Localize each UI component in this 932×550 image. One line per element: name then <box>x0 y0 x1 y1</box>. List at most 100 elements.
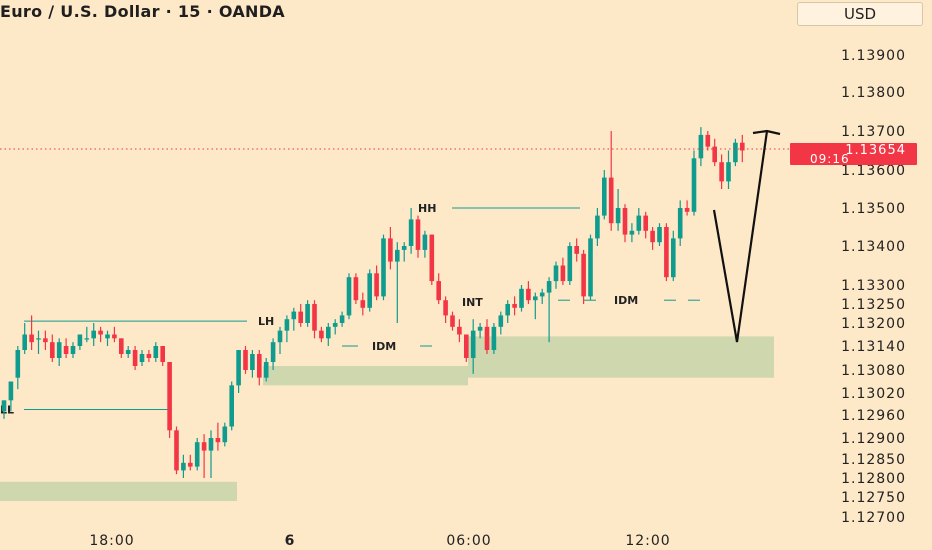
candle-body <box>436 281 441 301</box>
candle-body <box>684 208 690 212</box>
candle-body <box>353 277 359 301</box>
candle-body <box>408 219 414 246</box>
candle-body <box>740 142 745 151</box>
candle-body <box>381 238 386 297</box>
candle-body <box>326 326 331 339</box>
projection-arrow <box>712 130 769 343</box>
candle-body <box>339 315 345 323</box>
candle-body <box>132 350 138 366</box>
candle-body <box>105 334 110 339</box>
candle-body <box>671 238 676 278</box>
candle-body <box>319 330 324 339</box>
candle-body <box>477 326 483 331</box>
candle-body <box>464 334 469 358</box>
candle-body <box>595 215 600 239</box>
candle-body <box>243 350 248 370</box>
candle-body <box>636 215 642 231</box>
x-tick-label: 18:00 <box>89 533 134 549</box>
candle-body <box>588 238 593 297</box>
candle-body <box>560 265 566 282</box>
candle-body <box>263 362 269 378</box>
currency-button[interactable]: USD <box>797 2 923 26</box>
candle-body <box>567 246 573 282</box>
candle-body <box>401 246 407 250</box>
y-tick-label: 1.12960 <box>841 408 906 424</box>
candle-body <box>8 381 14 401</box>
y-tick-label: 1.13600 <box>841 163 906 179</box>
y-tick-label: 1.13800 <box>841 85 906 101</box>
candle-body <box>505 304 510 316</box>
candle-body <box>346 277 352 316</box>
candle-body <box>719 162 724 182</box>
candle-body <box>63 346 69 354</box>
y-tick-label: 1.13700 <box>841 124 906 140</box>
candle-body <box>146 354 152 358</box>
candle-body <box>705 134 711 147</box>
price-badge-countdown: 09:16 <box>810 152 850 166</box>
candle-body <box>98 330 103 335</box>
x-tick-label: 12:00 <box>625 533 670 549</box>
candle-body <box>284 319 290 331</box>
candle-body <box>208 438 214 451</box>
annotation-label: IDM <box>372 340 396 353</box>
candle-body <box>312 304 317 331</box>
candle-body <box>519 288 524 308</box>
demand-zone <box>0 481 237 501</box>
candle-body <box>574 246 579 254</box>
candle-body <box>429 234 435 282</box>
y-tick-label: 1.12800 <box>841 471 906 487</box>
candle-body <box>512 304 517 308</box>
candle-body <box>194 442 200 467</box>
candle-body <box>374 273 379 297</box>
candle-body <box>602 177 607 216</box>
arrow-head <box>752 129 781 136</box>
candle-body <box>643 215 648 231</box>
candle-body <box>201 442 207 451</box>
candle-body <box>677 208 683 239</box>
candle-body <box>188 462 193 467</box>
candle-body <box>457 326 462 335</box>
candle-body <box>112 334 117 339</box>
y-tick-label: 1.13900 <box>841 48 906 64</box>
candle-body <box>360 300 366 308</box>
y-tick-label: 1.13400 <box>841 239 906 255</box>
x-tick-label: 06:00 <box>446 533 491 549</box>
candle-body <box>1 400 7 412</box>
candle-body <box>443 300 448 316</box>
candle-body <box>553 265 559 282</box>
candle-body <box>277 330 283 343</box>
candle-body <box>450 315 455 327</box>
candle-body <box>526 288 531 301</box>
candle-body <box>498 315 504 327</box>
candle-body <box>629 230 635 235</box>
chart-title: Euro / U.S. Dollar · 15 · OANDA <box>0 2 285 21</box>
candle-body <box>119 338 124 354</box>
candle-body <box>622 208 628 235</box>
candle-body <box>270 342 276 362</box>
candle-body <box>139 354 145 362</box>
demand-zone <box>263 366 468 386</box>
y-tick-label: 1.13250 <box>841 297 906 313</box>
candle-body <box>422 234 428 250</box>
candle-body <box>733 142 738 163</box>
candle-body <box>691 158 697 212</box>
candle-body <box>388 238 393 262</box>
candle-body <box>229 385 234 427</box>
candle-body <box>153 346 159 358</box>
candle-body <box>43 338 48 343</box>
y-tick-label: 1.12900 <box>841 431 906 447</box>
candle-body <box>470 330 476 358</box>
candle-body <box>22 334 27 350</box>
candle-body <box>581 253 586 297</box>
candle-body <box>29 334 34 343</box>
candle-body <box>726 162 731 182</box>
candle-body <box>215 438 221 443</box>
candle-body <box>91 330 96 339</box>
candle-body <box>664 227 669 278</box>
candle-body <box>291 311 297 320</box>
candle-body <box>56 342 62 358</box>
candle-body <box>222 426 228 443</box>
candle-body <box>395 249 400 262</box>
